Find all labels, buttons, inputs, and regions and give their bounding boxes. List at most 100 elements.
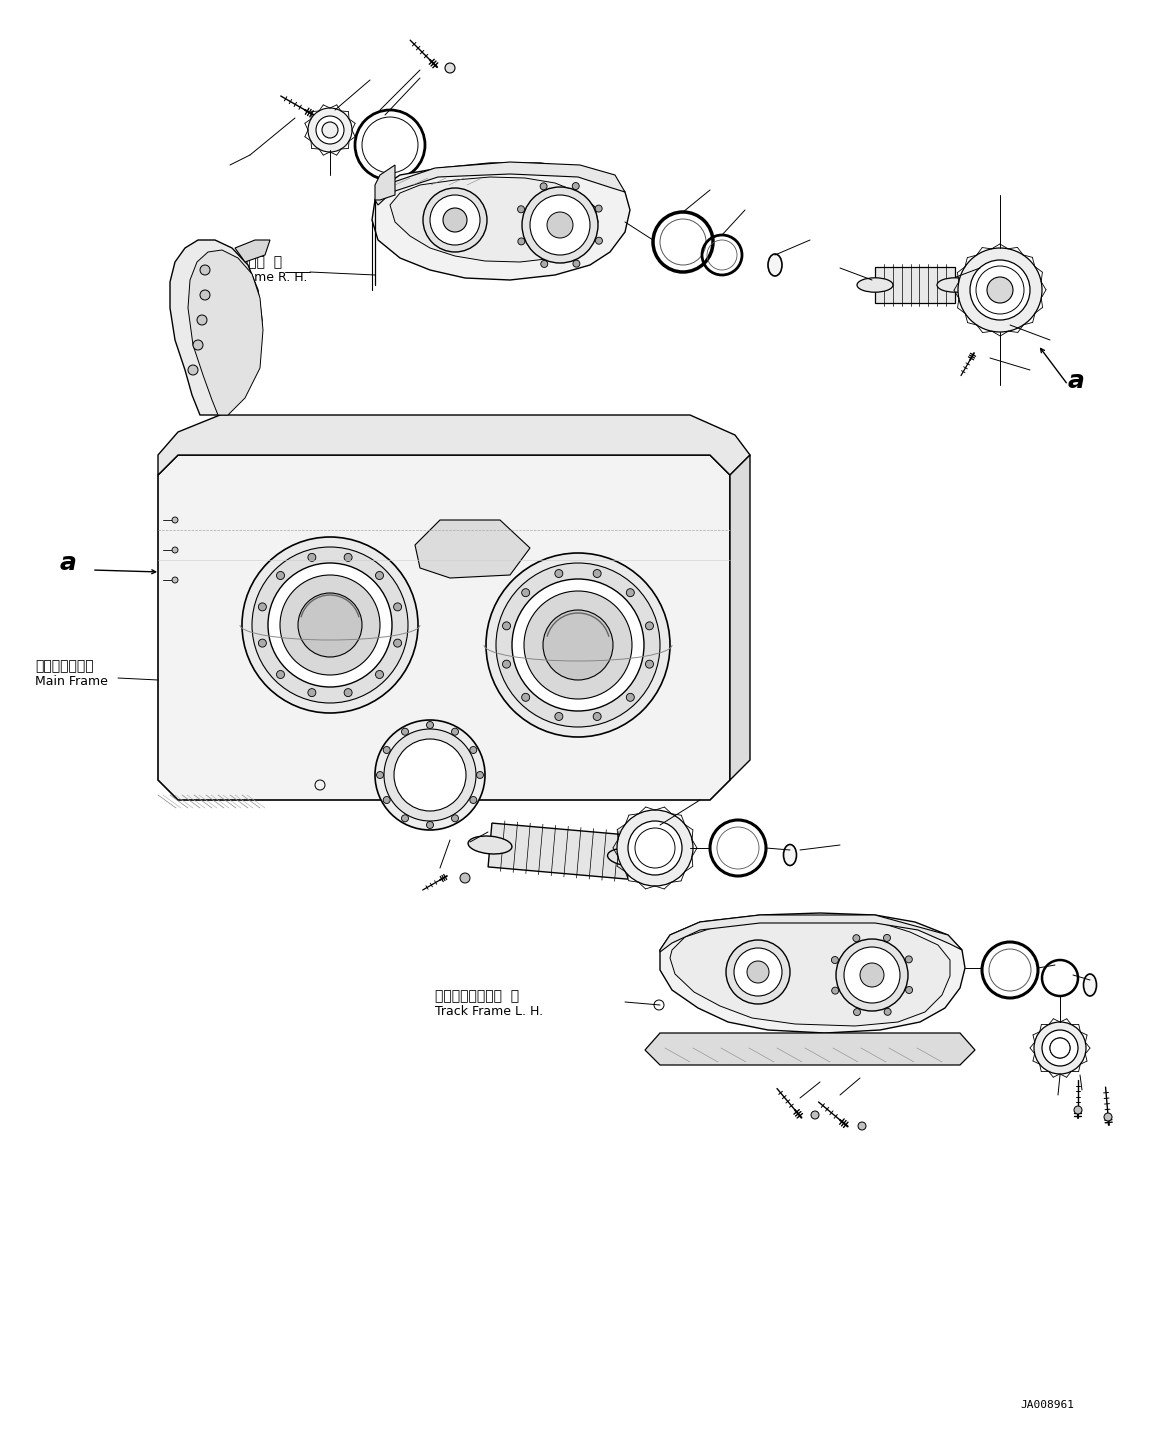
Ellipse shape bbox=[937, 278, 973, 292]
Circle shape bbox=[555, 713, 563, 720]
Ellipse shape bbox=[607, 848, 651, 866]
Circle shape bbox=[376, 670, 384, 679]
Circle shape bbox=[427, 822, 434, 829]
Circle shape bbox=[1050, 1038, 1070, 1058]
Circle shape bbox=[518, 206, 525, 213]
Circle shape bbox=[627, 589, 634, 597]
Circle shape bbox=[1104, 1113, 1112, 1121]
Text: Track Frame R. H.: Track Frame R. H. bbox=[198, 271, 307, 284]
Circle shape bbox=[530, 195, 590, 255]
Polygon shape bbox=[158, 455, 730, 800]
Circle shape bbox=[461, 874, 470, 884]
Circle shape bbox=[401, 729, 408, 735]
Polygon shape bbox=[372, 163, 630, 281]
Circle shape bbox=[747, 961, 769, 982]
Circle shape bbox=[1034, 1022, 1086, 1074]
Circle shape bbox=[811, 1111, 819, 1118]
Circle shape bbox=[595, 205, 602, 212]
Circle shape bbox=[540, 183, 547, 190]
Polygon shape bbox=[158, 415, 750, 475]
Circle shape bbox=[734, 948, 782, 997]
Text: a: a bbox=[60, 551, 77, 576]
Text: a: a bbox=[1068, 369, 1085, 392]
Text: トラックフレーム  右: トラックフレーム 右 bbox=[198, 255, 283, 269]
Circle shape bbox=[970, 261, 1030, 319]
Circle shape bbox=[393, 603, 401, 611]
Circle shape bbox=[477, 772, 484, 779]
Polygon shape bbox=[374, 165, 395, 200]
Circle shape bbox=[308, 553, 316, 561]
Polygon shape bbox=[390, 178, 598, 262]
Circle shape bbox=[832, 957, 839, 964]
Circle shape bbox=[445, 63, 455, 73]
Circle shape bbox=[645, 660, 654, 669]
Circle shape bbox=[858, 1123, 866, 1130]
Circle shape bbox=[522, 589, 529, 597]
Ellipse shape bbox=[768, 253, 782, 276]
Circle shape bbox=[1050, 1038, 1070, 1058]
Circle shape bbox=[200, 291, 211, 299]
Circle shape bbox=[635, 828, 675, 868]
Circle shape bbox=[726, 939, 790, 1004]
Polygon shape bbox=[670, 919, 950, 1025]
Text: トラックフレーム  左: トラックフレーム 左 bbox=[435, 990, 519, 1002]
Circle shape bbox=[905, 957, 912, 962]
Circle shape bbox=[486, 553, 670, 737]
Circle shape bbox=[451, 815, 458, 822]
Circle shape bbox=[618, 811, 693, 886]
Circle shape bbox=[393, 639, 401, 647]
Polygon shape bbox=[730, 455, 750, 780]
Text: Main Frame: Main Frame bbox=[35, 674, 108, 687]
Circle shape bbox=[277, 670, 285, 679]
Circle shape bbox=[172, 517, 178, 523]
Text: Track Frame L. H.: Track Frame L. H. bbox=[435, 1005, 543, 1018]
Circle shape bbox=[470, 746, 477, 753]
Circle shape bbox=[323, 113, 333, 123]
Circle shape bbox=[423, 188, 487, 252]
Circle shape bbox=[1073, 1106, 1082, 1114]
Polygon shape bbox=[188, 251, 263, 415]
Circle shape bbox=[430, 195, 480, 245]
Circle shape bbox=[512, 579, 644, 712]
Circle shape bbox=[906, 987, 913, 994]
Circle shape bbox=[628, 821, 682, 875]
Circle shape bbox=[593, 713, 601, 720]
Circle shape bbox=[852, 935, 859, 942]
Circle shape bbox=[193, 339, 204, 349]
Circle shape bbox=[200, 265, 211, 275]
Polygon shape bbox=[235, 241, 270, 262]
Circle shape bbox=[495, 563, 659, 727]
Circle shape bbox=[298, 593, 362, 657]
Circle shape bbox=[987, 276, 1013, 304]
Circle shape bbox=[525, 591, 632, 699]
Circle shape bbox=[267, 563, 392, 687]
Circle shape bbox=[383, 746, 391, 753]
Circle shape bbox=[308, 689, 316, 696]
Circle shape bbox=[1042, 1030, 1078, 1065]
Circle shape bbox=[595, 238, 602, 245]
Circle shape bbox=[316, 116, 344, 145]
Circle shape bbox=[573, 261, 580, 268]
Circle shape bbox=[344, 689, 352, 696]
Circle shape bbox=[242, 537, 418, 713]
Polygon shape bbox=[659, 914, 965, 1032]
Circle shape bbox=[308, 107, 352, 152]
Text: JA008961: JA008961 bbox=[1020, 1400, 1073, 1411]
Circle shape bbox=[836, 939, 908, 1011]
Circle shape bbox=[376, 571, 384, 580]
Circle shape bbox=[252, 547, 408, 703]
Circle shape bbox=[258, 639, 266, 647]
Circle shape bbox=[172, 577, 178, 583]
Circle shape bbox=[502, 660, 511, 669]
Ellipse shape bbox=[857, 278, 893, 292]
Circle shape bbox=[280, 576, 380, 674]
Circle shape bbox=[645, 621, 654, 630]
Polygon shape bbox=[415, 520, 530, 579]
Circle shape bbox=[976, 266, 1023, 314]
Ellipse shape bbox=[784, 845, 797, 865]
Circle shape bbox=[572, 182, 579, 189]
Circle shape bbox=[377, 772, 384, 779]
Circle shape bbox=[401, 815, 408, 822]
Circle shape bbox=[844, 947, 900, 1002]
Circle shape bbox=[384, 729, 476, 821]
